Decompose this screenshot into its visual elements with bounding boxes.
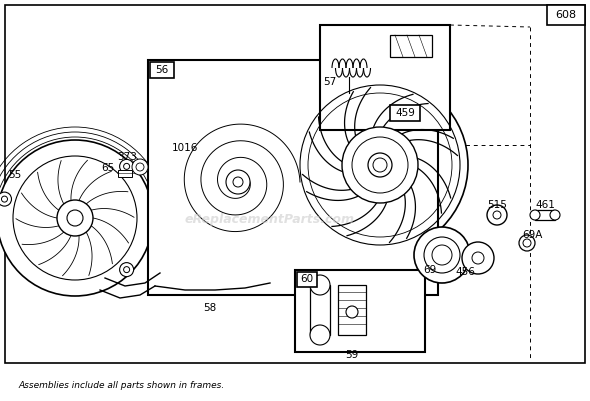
Text: 459: 459 xyxy=(395,108,415,118)
Circle shape xyxy=(67,210,83,226)
Text: Assemblies include all parts shown in frames.: Assemblies include all parts shown in fr… xyxy=(18,381,224,389)
Text: 456: 456 xyxy=(455,267,475,277)
Circle shape xyxy=(550,210,560,220)
Circle shape xyxy=(462,242,494,274)
Bar xyxy=(297,272,317,287)
Bar xyxy=(295,270,425,352)
Circle shape xyxy=(310,325,330,345)
Circle shape xyxy=(310,275,330,295)
Text: 69: 69 xyxy=(424,265,437,275)
Bar xyxy=(150,62,174,78)
Bar xyxy=(390,105,420,121)
Bar xyxy=(535,210,555,220)
Circle shape xyxy=(136,163,144,171)
Circle shape xyxy=(487,205,507,225)
Text: 608: 608 xyxy=(555,10,576,20)
Text: 59: 59 xyxy=(345,350,359,360)
Circle shape xyxy=(168,112,308,252)
Text: 373: 373 xyxy=(117,152,137,162)
Text: 515: 515 xyxy=(487,200,507,210)
Circle shape xyxy=(342,127,418,203)
Bar xyxy=(118,170,132,177)
Circle shape xyxy=(346,306,358,318)
Circle shape xyxy=(424,237,460,273)
Circle shape xyxy=(124,267,130,273)
Circle shape xyxy=(120,263,133,277)
Circle shape xyxy=(493,211,501,219)
Circle shape xyxy=(226,170,250,194)
Circle shape xyxy=(132,159,148,175)
Circle shape xyxy=(0,140,153,296)
Circle shape xyxy=(124,163,130,169)
Circle shape xyxy=(523,239,531,247)
Text: 69A: 69A xyxy=(522,230,542,240)
Text: 65: 65 xyxy=(101,163,114,173)
Circle shape xyxy=(57,200,93,236)
Circle shape xyxy=(472,252,484,264)
Circle shape xyxy=(530,210,540,220)
Circle shape xyxy=(292,77,468,253)
Text: 58: 58 xyxy=(204,303,217,313)
Text: eReplacementParts.com: eReplacementParts.com xyxy=(185,213,355,227)
Text: 1016: 1016 xyxy=(172,143,198,153)
Bar xyxy=(390,35,432,57)
Bar xyxy=(338,285,366,335)
Circle shape xyxy=(432,245,452,265)
Circle shape xyxy=(368,153,392,177)
Circle shape xyxy=(13,156,137,280)
Bar xyxy=(320,25,450,130)
Bar xyxy=(547,5,585,25)
Circle shape xyxy=(414,227,470,283)
Bar xyxy=(310,285,330,335)
Bar xyxy=(5,5,585,363)
Text: 461: 461 xyxy=(535,200,555,210)
Text: 56: 56 xyxy=(155,65,169,75)
Circle shape xyxy=(373,158,387,172)
Circle shape xyxy=(2,196,8,202)
Bar xyxy=(148,60,438,295)
Text: 55: 55 xyxy=(8,170,22,180)
Text: 60: 60 xyxy=(300,275,313,284)
Circle shape xyxy=(120,159,133,173)
Circle shape xyxy=(233,177,243,187)
Circle shape xyxy=(0,192,11,206)
Text: 57: 57 xyxy=(323,77,337,87)
Circle shape xyxy=(519,235,535,251)
